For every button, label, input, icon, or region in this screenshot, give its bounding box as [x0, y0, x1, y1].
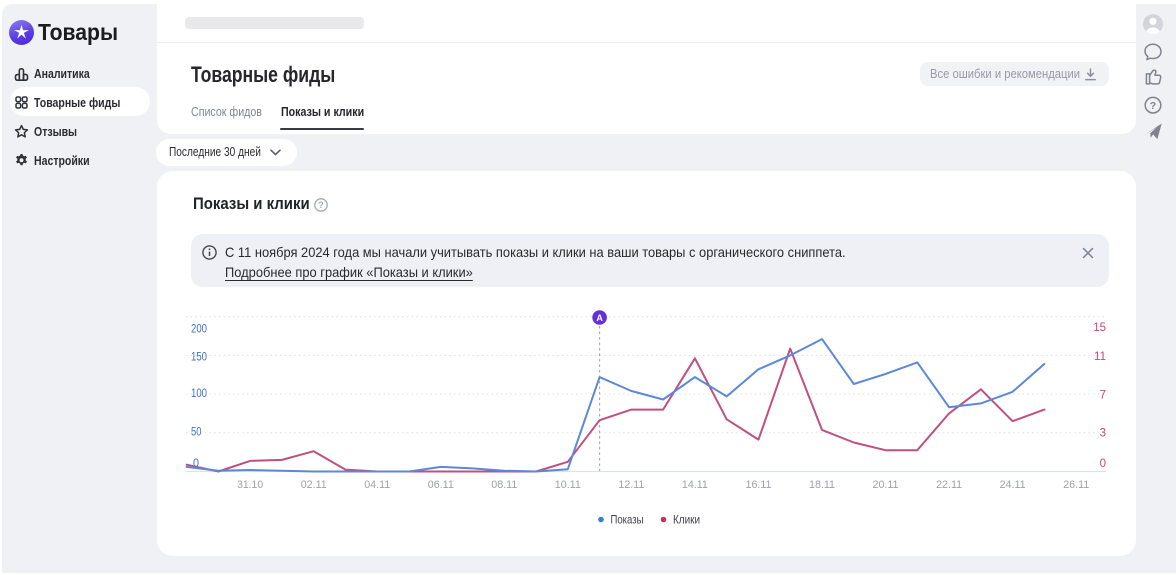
svg-text:150: 150 — [191, 352, 207, 364]
svg-text:20.11: 20.11 — [873, 479, 899, 491]
svg-text:08.11: 08.11 — [491, 479, 517, 491]
svg-text:A: A — [596, 313, 603, 323]
svg-text:26.11: 26.11 — [1063, 479, 1089, 491]
svg-text:31.10: 31.10 — [237, 479, 263, 491]
svg-text:7: 7 — [1100, 389, 1106, 401]
svg-text:10.11: 10.11 — [555, 479, 581, 491]
svg-text:02.11: 02.11 — [301, 479, 327, 491]
svg-text:100: 100 — [191, 388, 207, 400]
svg-text:11: 11 — [1094, 351, 1106, 363]
svg-text:?: ? — [1150, 100, 1156, 112]
svg-text:15: 15 — [1093, 322, 1106, 334]
svg-text:24.11: 24.11 — [1000, 479, 1026, 491]
svg-text:0: 0 — [1100, 458, 1106, 470]
svg-text:200: 200 — [191, 324, 207, 336]
svg-text:14.11: 14.11 — [682, 479, 708, 491]
svg-text:22.11: 22.11 — [936, 479, 962, 491]
svg-text:?: ? — [318, 200, 324, 210]
svg-text:06.11: 06.11 — [428, 479, 454, 491]
svg-text:Клики: Клики — [673, 513, 700, 527]
svg-text:04.11: 04.11 — [364, 479, 390, 491]
svg-text:12.11: 12.11 — [618, 479, 644, 491]
svg-text:18.11: 18.11 — [809, 479, 835, 491]
svg-text:16.11: 16.11 — [746, 479, 772, 491]
svg-text:3: 3 — [1100, 427, 1106, 439]
svg-text:0: 0 — [193, 458, 199, 470]
svg-text:Показы: Показы — [611, 513, 644, 527]
svg-text:50: 50 — [191, 427, 202, 439]
